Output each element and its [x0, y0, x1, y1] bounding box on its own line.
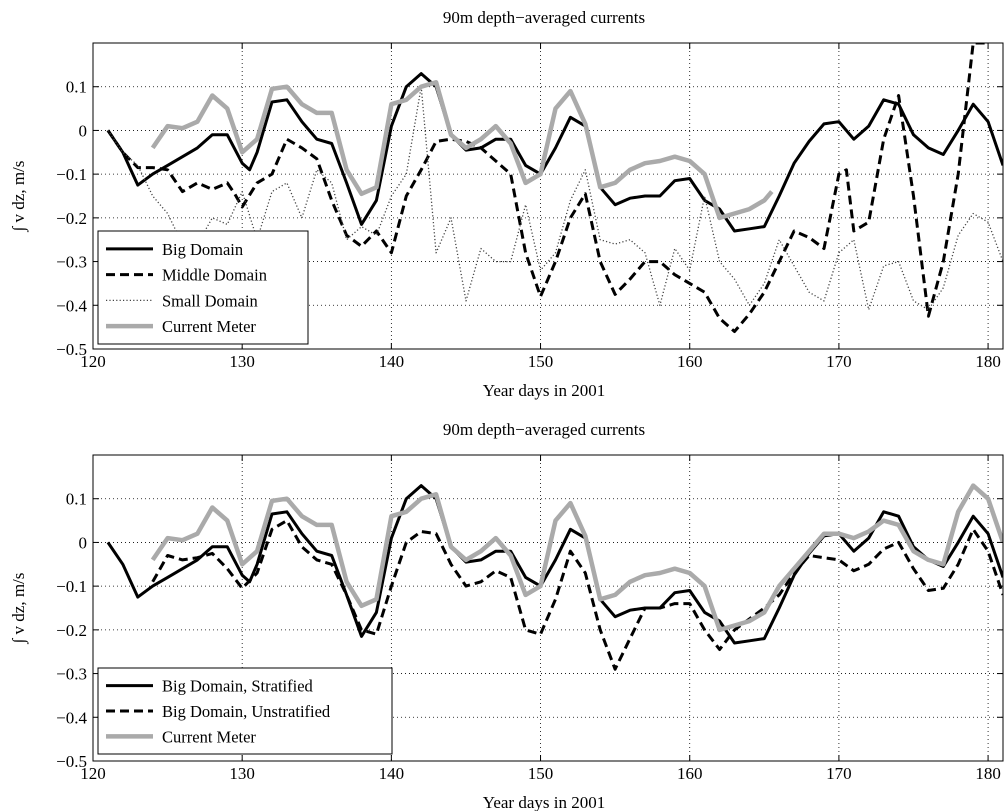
series-line-1 [106, 72, 1003, 233]
series-line-4 [150, 80, 774, 221]
y-tick-label: 0.1 [66, 490, 87, 509]
y-axis-label: ∫ v dz, m/s [9, 573, 29, 645]
chart-panel-2: 120 130 140 150 160 170 180 −0.5 −0.4 −0.3 −0.2 −0.… [9, 420, 1004, 811]
y-tick-label: 0.1 [66, 78, 87, 97]
x-axis-label: Year days in 2001 [483, 381, 605, 400]
chart-panel-1: 120 130 140 150 160 170 180 −0.5 −0.4 −0.3 −0.2 −0.… [9, 8, 1004, 400]
x-tick-label: 160 [677, 352, 703, 371]
legend: Big Domain, Stratified Big Domain, Unstra… [97, 667, 393, 755]
y-tick-label: 0 [79, 121, 88, 140]
y-tick-label: −0.2 [56, 209, 87, 228]
y-tick-label: −0.2 [56, 621, 87, 640]
x-tick-label: 130 [229, 764, 255, 783]
x-tick-label: 170 [826, 352, 852, 371]
x-tick-label: 140 [379, 764, 405, 783]
x-tick-label: 180 [975, 764, 1001, 783]
legend-label-4: Current Meter [162, 317, 256, 336]
x-axis-label: Year days in 2001 [483, 793, 605, 811]
x-tick-label: 120 [80, 352, 106, 371]
legend-label-3: Small Domain [162, 291, 258, 310]
series-group [106, 43, 1003, 333]
series-line-3 [150, 483, 1003, 633]
x-tick-label: 150 [528, 764, 554, 783]
series-line-3 [107, 86, 1003, 311]
plot-frame [92, 454, 1004, 762]
x-tick-label: 130 [229, 352, 255, 371]
legend-label-1: Big Domain [162, 240, 243, 259]
y-tick-label: −0.1 [56, 577, 87, 596]
y-tick-label: −0.4 [56, 296, 87, 315]
legend-label-3: Current Meter [162, 727, 256, 746]
chart-title: 90m depth−averaged currents [443, 420, 645, 439]
legend-label-2: Big Domain, Unstratified [162, 702, 331, 721]
y-tick-label: −0.4 [56, 708, 87, 727]
legend-label-1: Big Domain, Stratified [162, 677, 314, 696]
x-tick-label: 180 [975, 352, 1001, 371]
y-tick-label: 0 [79, 533, 88, 552]
x-tick-label: 160 [677, 764, 703, 783]
legend-box [97, 667, 393, 755]
x-tick-label: 140 [379, 352, 405, 371]
x-tick-label: 120 [80, 764, 106, 783]
legend: Big Domain Middle Domain Small Domain Curre… [97, 230, 309, 345]
series-line-2 [106, 43, 989, 333]
x-tick-label: 170 [826, 764, 852, 783]
x-tick-label: 150 [528, 352, 554, 371]
y-tick-label: −0.1 [56, 165, 87, 184]
series-line-1 [106, 484, 1003, 645]
plot-frame [92, 42, 1004, 350]
series-line-2 [151, 519, 1003, 671]
chart-title: 90m depth−averaged currents [443, 8, 645, 27]
legend-label-2: Middle Domain [162, 266, 267, 285]
y-tick-label: −0.3 [56, 253, 87, 272]
y-tick-label: −0.3 [56, 665, 87, 684]
y-axis-label: ∫ v dz, m/s [9, 161, 29, 233]
y-tick-label: −0.5 [56, 340, 87, 359]
y-tick-label: −0.5 [56, 752, 87, 771]
series-group [106, 483, 1003, 671]
